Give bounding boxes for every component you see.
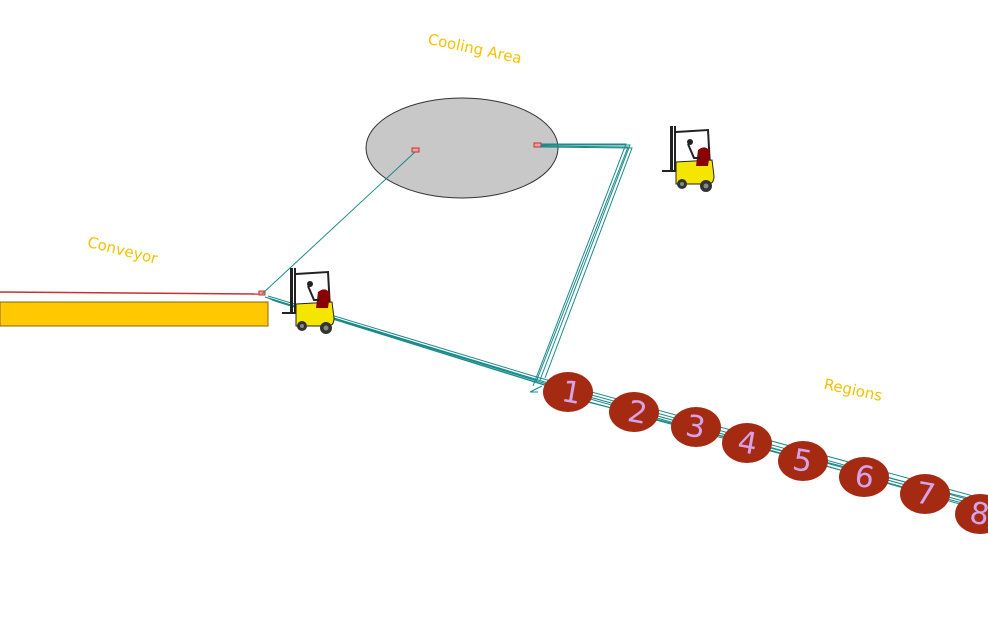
- region-5: 5: [778, 441, 828, 481]
- region-1: 1: [543, 372, 593, 412]
- region-2: 2: [609, 392, 659, 432]
- region-7: 7: [900, 474, 950, 514]
- conveyor-bar: [0, 301, 269, 327]
- cooling-area-exit-point: [533, 142, 542, 148]
- cooling-area: [365, 97, 559, 199]
- forklift-icon: [281, 267, 335, 335]
- cooling-area-zone: [365, 97, 559, 199]
- path-network: [261, 143, 988, 513]
- regions: 1 2 3 4 5 6 7 8: [543, 372, 988, 534]
- region-4: 4: [722, 423, 772, 463]
- forklift-icon: [661, 125, 715, 193]
- conveyor-exit-point: [258, 290, 266, 296]
- conveyor: [0, 290, 269, 327]
- region-8: 8: [955, 494, 988, 534]
- cooling-area-entry-point: [411, 147, 420, 153]
- region-6: 6: [839, 457, 889, 497]
- region-3: 3: [671, 407, 721, 447]
- conveyor-path-line: [0, 291, 261, 295]
- region-number: 8: [967, 496, 988, 534]
